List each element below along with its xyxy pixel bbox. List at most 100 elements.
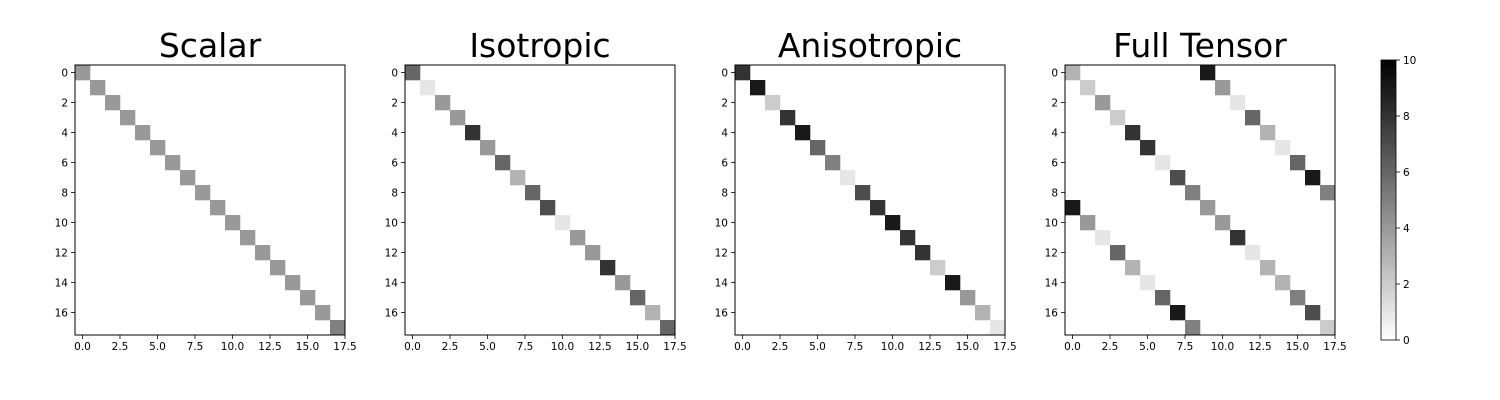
- colorbar-tick-label: 4: [1403, 223, 1410, 235]
- heatmap-cell: [1230, 95, 1246, 111]
- heatmap-cell: [615, 275, 631, 291]
- y-tick-label: 16: [385, 307, 399, 319]
- heatmap-cell: [1200, 200, 1216, 216]
- x-tick-label: 15.0: [1286, 341, 1309, 353]
- heatmap-cell: [1275, 275, 1291, 291]
- heatmap-cell: [990, 320, 1006, 336]
- heatmap-cell: [300, 290, 316, 306]
- y-tick-label: 4: [391, 127, 398, 139]
- x-tick-label: 7.5: [187, 341, 204, 353]
- x-tick-label: 2.5: [1102, 341, 1119, 353]
- heatmap-cell: [1140, 275, 1156, 291]
- heatmap-cell: [1170, 305, 1186, 321]
- heatmap-panels: Scalar 0.0 2.5 5.0 7.5 10.0 12.5 15.0 17.5 0 2 4 6 8 1…: [55, 26, 1347, 353]
- heatmap-cell: [1065, 200, 1081, 216]
- heatmap-cell: [1110, 245, 1126, 261]
- heatmap-cell: [1125, 260, 1141, 276]
- colorbar-tick-label: 10: [1403, 55, 1416, 67]
- y-tick-label: 6: [61, 157, 68, 169]
- heatmap-cell: [330, 320, 346, 336]
- panel-anisotropic: Anisotropic 0.0 2.5 5.0 7.5 10.0 12.5 15.0 17.5 0…: [715, 26, 1017, 353]
- heatmap-cell: [1110, 110, 1126, 126]
- x-tick-label: 5.0: [1139, 341, 1156, 353]
- colorbar-tick-label: 6: [1403, 167, 1410, 179]
- heatmap-cell: [495, 155, 511, 171]
- heatmap-cell: [1170, 170, 1186, 186]
- y-tick-label: 4: [721, 127, 728, 139]
- x-tick-label: 10.0: [1211, 341, 1234, 353]
- x-tick-label: 17.5: [663, 341, 686, 353]
- heatmap-cell: [135, 125, 151, 141]
- heatmap-cell: [825, 155, 841, 171]
- heatmap-cell: [1215, 80, 1231, 96]
- x-tick-label: 7.5: [847, 341, 864, 353]
- heatmap-cell: [1320, 320, 1336, 336]
- heatmap-cell: [1245, 110, 1261, 126]
- x-tick-label: 15.0: [956, 341, 979, 353]
- heatmap-cell: [1305, 170, 1321, 186]
- heatmap-cell: [165, 155, 181, 171]
- y-tick-label: 14: [1045, 277, 1059, 289]
- plot-frame: [1064, 64, 1336, 336]
- heatmap-cell: [195, 185, 211, 201]
- x-tick-label: 15.0: [626, 341, 649, 353]
- heatmap-cell: [795, 125, 811, 141]
- heatmap-cell: [645, 305, 661, 321]
- heatmap-cell: [540, 200, 556, 216]
- x-tick-label: 5.0: [479, 341, 496, 353]
- heatmap-cell: [840, 170, 856, 186]
- x-tick-label: 2.5: [772, 341, 789, 353]
- heatmap-cell: [1065, 65, 1081, 81]
- heatmap-cell: [735, 65, 751, 81]
- heatmap-cell: [210, 200, 226, 216]
- x-tick-label: 7.5: [1177, 341, 1194, 353]
- heatmap-cell: [180, 170, 196, 186]
- heatmap-cell: [1230, 230, 1246, 246]
- heatmap-cell: [1095, 95, 1111, 111]
- x-tick-label: 2.5: [442, 341, 459, 353]
- heatmap-cell: [420, 80, 436, 96]
- y-tick-label: 10: [55, 217, 68, 229]
- y-tick-label: 4: [61, 127, 68, 139]
- heatmap-cell: [1185, 185, 1201, 201]
- y-tick-label: 6: [391, 157, 398, 169]
- y-tick-label: 2: [721, 97, 728, 109]
- heatmap-cell: [1260, 260, 1276, 276]
- panel-title: Scalar: [159, 26, 262, 65]
- y-tick-label: 8: [391, 187, 398, 199]
- y-tick-label: 14: [55, 277, 69, 289]
- x-tick-label: 0.0: [734, 341, 751, 353]
- y-tick-label: 4: [1051, 127, 1058, 139]
- heatmap-cell: [765, 95, 781, 111]
- heatmap-cell: [90, 80, 106, 96]
- panel-title: Full Tensor: [1113, 26, 1287, 65]
- x-tick-label: 10.0: [881, 341, 904, 353]
- heatmap-cell: [915, 245, 931, 261]
- panel-isotropic: Isotropic 0.0 2.5 5.0 7.5 10.0 12.5 15.0 17.5 0 2 4…: [385, 26, 687, 353]
- heatmap-cell: [810, 140, 826, 156]
- heatmap-cell: [315, 305, 331, 321]
- y-tick-label: 14: [385, 277, 399, 289]
- x-tick-label: 0.0: [1064, 341, 1081, 353]
- y-tick-label: 8: [721, 187, 728, 199]
- colorbar: 0 2 4 6 8 10: [1380, 55, 1416, 347]
- y-tick-label: 16: [1045, 307, 1059, 319]
- heatmap-cell: [1200, 65, 1216, 81]
- x-tick-label: 7.5: [517, 341, 534, 353]
- heatmap-cell: [660, 320, 676, 336]
- y-tick-label: 12: [385, 247, 398, 259]
- y-tick-label: 0: [391, 67, 398, 79]
- y-tick-label: 2: [61, 97, 68, 109]
- y-tick-label: 6: [1051, 157, 1058, 169]
- plot-frame: [74, 64, 346, 336]
- heatmap-cell: [930, 260, 946, 276]
- heatmap-cell: [960, 290, 976, 306]
- heatmap-cell: [225, 215, 241, 231]
- x-tick-label: 12.5: [588, 341, 611, 353]
- heatmap-cell: [75, 65, 91, 81]
- heatmap-cell: [120, 110, 136, 126]
- x-tick-label: 10.0: [551, 341, 574, 353]
- heatmap-cell: [270, 260, 286, 276]
- heatmap-cell: [1305, 305, 1321, 321]
- x-tick-label: 12.5: [918, 341, 941, 353]
